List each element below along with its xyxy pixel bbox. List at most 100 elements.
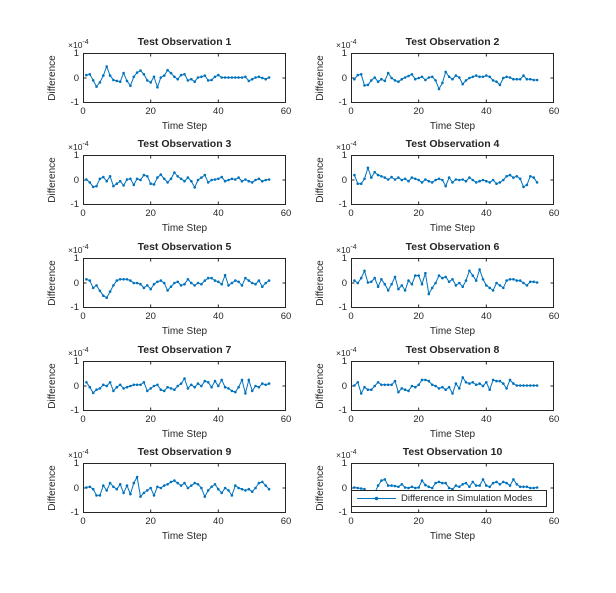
x-tick-label: 40: [213, 516, 224, 527]
y-axis-label: Difference: [315, 363, 326, 409]
x-tick-label: 20: [413, 208, 424, 219]
x-tick-label: 40: [213, 414, 224, 425]
y-tick-label: -1: [70, 302, 79, 313]
x-tick-label: 60: [280, 414, 292, 425]
x-tick-label: 20: [145, 208, 156, 219]
exponent-power: -4: [350, 141, 357, 148]
subplot-title: Test Observation 9: [137, 446, 232, 458]
y-tick-label: 1: [341, 356, 347, 367]
x-axis-label: Time Step: [161, 223, 208, 234]
y-axis-label: Difference: [315, 465, 326, 511]
x-tick-label: 40: [481, 106, 492, 117]
y-exponent-label: ×10-4: [68, 347, 89, 358]
y-axis-label: Difference: [47, 157, 58, 203]
x-tick-label: 20: [413, 414, 424, 425]
y-tick-label: 0: [73, 73, 79, 84]
plot-area: [83, 53, 286, 103]
subplot-title: Test Observation 3: [137, 138, 232, 150]
x-axis-label: Time Step: [429, 121, 476, 132]
x-tick-label: 20: [413, 311, 424, 322]
x-tick-label: 0: [80, 516, 86, 527]
exponent-power: -4: [350, 39, 357, 46]
subplot: Test Observation 8 ×10-4 Difference 1 0 …: [315, 344, 559, 440]
x-tick-label: 0: [348, 311, 354, 322]
subplot-title: Test Observation 6: [405, 241, 500, 253]
legend-line-sample: [357, 496, 396, 501]
x-tick-label: 60: [548, 311, 560, 322]
x-axis-label: Time Step: [429, 223, 476, 234]
y-tick-label: 0: [341, 381, 347, 392]
y-exponent-label: ×10-4: [68, 39, 89, 50]
y-tick-label: 1: [73, 458, 79, 469]
y-axis-label: Difference: [315, 55, 326, 101]
x-tick-label: 40: [481, 311, 492, 322]
subplot: Test Observation 3 ×10-4 Difference 1 0 …: [47, 138, 291, 234]
x-tick-label: 60: [280, 311, 292, 322]
exponent-base: ×10: [336, 347, 351, 358]
x-tick-label: 40: [213, 311, 224, 322]
subplot: Test Observation 2 ×10-4 Difference 1 0 …: [315, 36, 559, 132]
plot-area: [83, 155, 286, 205]
plot-area: [83, 258, 286, 308]
subplot-title: Test Observation 7: [137, 344, 232, 356]
y-tick-label: -1: [338, 199, 347, 210]
subplot: Test Observation 4 ×10-4 Difference 1 0 …: [315, 138, 559, 234]
x-tick-label: 0: [348, 208, 354, 219]
plot-area: [351, 361, 554, 411]
y-tick-label: 0: [73, 483, 79, 494]
y-exponent-label: ×10-4: [336, 244, 357, 255]
x-tick-label: 60: [548, 516, 560, 527]
y-axis-label: Difference: [315, 157, 326, 203]
x-tick-label: 0: [80, 311, 86, 322]
x-tick-label: 0: [80, 414, 86, 425]
subplot-title: Test Observation 2: [405, 36, 500, 48]
x-tick-label: 40: [481, 414, 492, 425]
y-tick-label: 0: [341, 175, 347, 186]
subplot: Test Observation 1 ×10-4 Difference 1 0 …: [47, 36, 291, 132]
plot-area: [83, 361, 286, 411]
subplot: Test Observation 5 ×10-4 Difference 1 0 …: [47, 241, 291, 337]
y-tick-label: -1: [70, 507, 79, 518]
y-tick-label: 0: [341, 483, 347, 494]
x-tick-label: 20: [145, 516, 156, 527]
y-tick-label: -1: [338, 302, 347, 313]
y-axis-label: Difference: [315, 260, 326, 306]
exponent-power: -4: [350, 449, 357, 456]
legend: Difference in Simulation Modes: [351, 490, 547, 507]
y-tick-label: -1: [70, 405, 79, 416]
y-tick-label: 1: [73, 150, 79, 161]
x-tick-label: 40: [481, 208, 492, 219]
y-exponent-label: ×10-4: [68, 449, 89, 460]
y-exponent-label: ×10-4: [68, 141, 89, 152]
x-tick-label: 60: [280, 106, 292, 117]
plot-area: [83, 463, 286, 513]
x-tick-label: 20: [145, 414, 156, 425]
y-exponent-label: ×10-4: [336, 347, 357, 358]
y-exponent-label: ×10-4: [336, 39, 357, 50]
exponent-base: ×10: [336, 449, 351, 460]
y-axis-label: Difference: [47, 55, 58, 101]
exponent-base: ×10: [68, 347, 83, 358]
x-axis-label: Time Step: [429, 429, 476, 440]
plot-area: [351, 155, 554, 205]
x-tick-label: 0: [348, 414, 354, 425]
x-tick-label: 60: [548, 106, 560, 117]
exponent-base: ×10: [68, 39, 83, 50]
y-tick-label: -1: [70, 199, 79, 210]
y-exponent-label: ×10-4: [336, 141, 357, 152]
exponent-power: -4: [82, 141, 89, 148]
y-tick-label: 1: [341, 458, 347, 469]
x-axis-label: Time Step: [429, 531, 476, 542]
x-tick-label: 0: [348, 516, 354, 527]
x-tick-label: 0: [348, 106, 354, 117]
x-tick-label: 20: [145, 106, 156, 117]
y-tick-label: 0: [73, 278, 79, 289]
y-tick-label: 1: [73, 253, 79, 264]
y-tick-label: -1: [70, 97, 79, 108]
exponent-power: -4: [82, 244, 89, 251]
y-tick-label: -1: [338, 507, 347, 518]
exponent-power: -4: [82, 449, 89, 456]
exponent-power: -4: [82, 347, 89, 354]
y-tick-label: 1: [73, 48, 79, 59]
plot-area: [351, 463, 554, 513]
